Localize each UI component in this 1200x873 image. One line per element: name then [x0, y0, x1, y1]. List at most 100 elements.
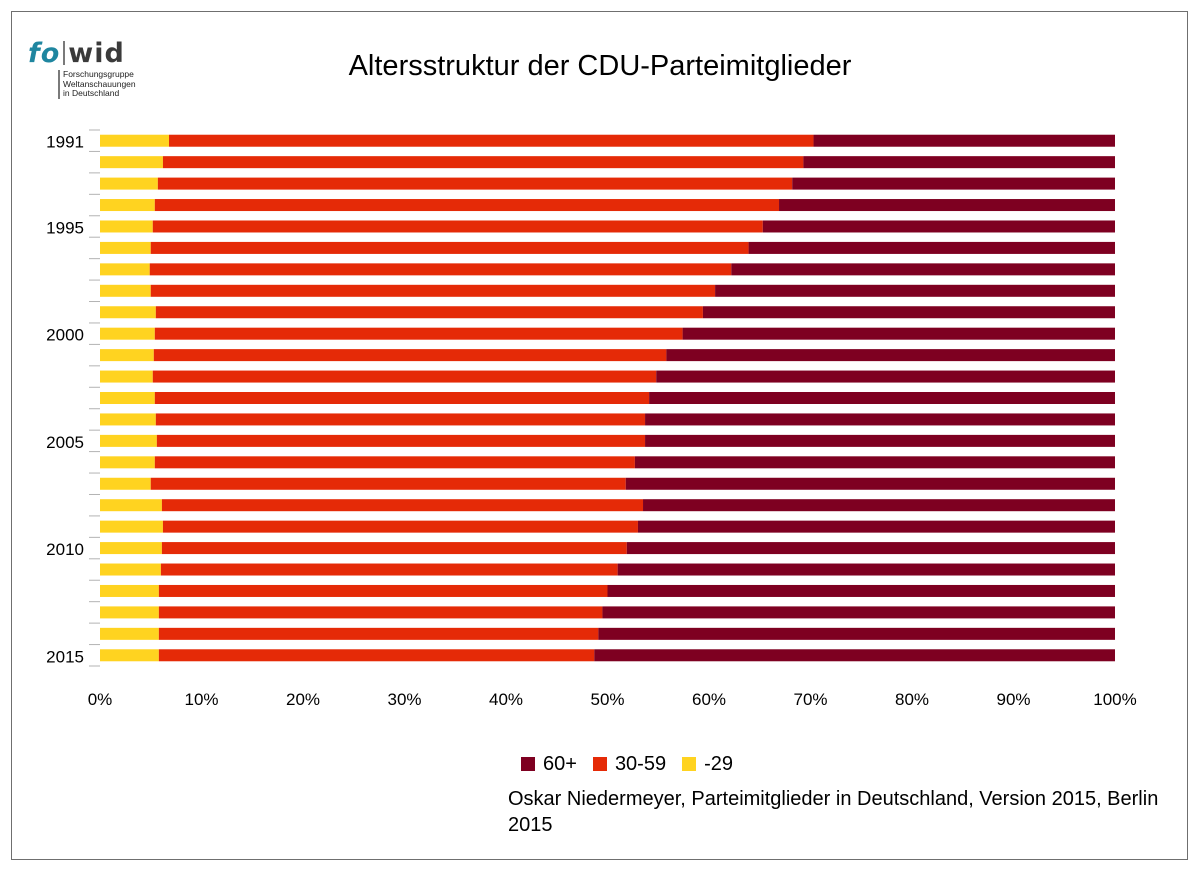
bar-segment-1993-30-59 — [157, 177, 793, 190]
logo-wid: wid — [68, 38, 125, 69]
logo-line-3: in Deutschland — [63, 88, 120, 98]
legend-swatch-30-59 — [592, 757, 607, 771]
bar-segment-2008--29 — [100, 499, 162, 512]
logo-line-2: Weltanschauungen — [63, 78, 136, 89]
y-tick-label: 2000 — [46, 326, 84, 345]
bar-segment-1991-60+ — [813, 134, 1115, 147]
bar-segment-2004-30-59 — [155, 413, 646, 426]
bar-segment-2004--29 — [100, 413, 156, 426]
bar-segment-2005-30-59 — [156, 434, 646, 447]
bar-segment-2015--29 — [100, 649, 159, 662]
bar-segment-2015-30-59 — [158, 649, 595, 662]
bar-segment-1996-60+ — [748, 241, 1115, 254]
bar-segment-2012-60+ — [607, 584, 1115, 597]
x-tick-label: 90% — [996, 690, 1030, 709]
y-tick-label: 2005 — [46, 433, 84, 452]
bar-segment-1993--29 — [100, 177, 158, 190]
bar-segment-1999--29 — [100, 306, 156, 319]
bar-segment-1997-60+ — [731, 263, 1115, 276]
bar-segment-1996--29 — [100, 241, 151, 254]
source-note: Oskar Niedermeyer, Parteimitglieder in D… — [508, 788, 1159, 836]
y-tick-label: 2010 — [46, 540, 84, 559]
bar-segment-1998--29 — [100, 284, 151, 297]
bar-segment-2005--29 — [100, 434, 157, 447]
bar-segment-1996-30-59 — [150, 241, 749, 254]
bar-segment-1992-60+ — [803, 156, 1115, 169]
bar-segment-1991--29 — [100, 134, 170, 147]
legend-label-60plus: 60+ — [543, 752, 577, 775]
x-tick-label: 40% — [489, 690, 523, 709]
logo-separator — [63, 41, 66, 65]
x-tick-label: 0% — [88, 690, 113, 709]
legend-label-under-29: -29 — [704, 752, 733, 775]
bar-segment-2000-60+ — [682, 327, 1115, 340]
bar-segment-1992-30-59 — [162, 156, 804, 169]
legend-item-60plus: 60+ — [521, 753, 577, 776]
bar-segment-1997--29 — [100, 263, 150, 276]
x-tick-label: 10% — [184, 690, 218, 709]
chart-legend: 60+ 30-59 -29 — [521, 752, 749, 776]
bar-segment-2006-60+ — [634, 456, 1115, 469]
bar-segment-2011-30-59 — [160, 563, 618, 576]
bar-segment-2007-30-59 — [150, 477, 626, 490]
bar-segment-1994-30-59 — [154, 199, 780, 212]
bar-segment-1998-60+ — [715, 284, 1115, 297]
bar-segment-2007--29 — [100, 477, 151, 490]
bar-segment-2011--29 — [100, 563, 161, 576]
legend-item-under-29: -29 — [682, 753, 733, 776]
bar-segment-2013-60+ — [602, 606, 1115, 619]
bar-segment-2006-30-59 — [154, 456, 635, 469]
legend-swatch-60plus — [521, 757, 535, 771]
bar-segment-2003--29 — [100, 392, 155, 404]
y-tick-label: 1995 — [46, 219, 84, 238]
bar-segment-2002-60+ — [656, 370, 1115, 383]
bar-segment-1992--29 — [100, 156, 163, 169]
legend-label-30-59: 30-59 — [614, 752, 667, 775]
fowid-logo: fo wid Forschungsgruppe Weltanschauungen … — [28, 40, 158, 110]
legend-item-30-59: 30-59 — [592, 752, 667, 776]
bar-segment-1995-60+ — [762, 220, 1115, 233]
bar-segment-2010--29 — [100, 542, 162, 555]
bar-segment-1999-60+ — [702, 306, 1115, 319]
bar-segment-2009-30-59 — [162, 520, 638, 533]
bar-segment-2009--29 — [100, 520, 163, 533]
bar-segment-1995--29 — [100, 220, 153, 233]
bar-segment-2011-60+ — [617, 563, 1115, 576]
bar-segment-1994--29 — [100, 199, 155, 212]
logo-fo: fo — [28, 38, 61, 69]
bar-segment-2005-60+ — [645, 434, 1115, 447]
bar-segment-2007-60+ — [625, 477, 1115, 490]
bar-segment-1991-30-59 — [169, 134, 814, 147]
bar-segment-2008-60+ — [643, 499, 1115, 512]
bar-segment-2001-30-59 — [153, 349, 667, 362]
x-tick-label: 30% — [387, 690, 421, 709]
bar-segment-2003-60+ — [649, 392, 1115, 404]
logo-line-1: Forschungsgruppe — [63, 69, 134, 79]
bar-segment-2002--29 — [100, 370, 153, 383]
bar-segment-2001--29 — [100, 349, 154, 362]
bar-segment-2010-30-59 — [161, 542, 627, 555]
bar-segment-2009-60+ — [637, 520, 1115, 533]
chart-title: Altersstruktur der CDU-Parteimitglieder — [348, 50, 852, 82]
bar-segment-2012--29 — [100, 584, 159, 597]
bar-segment-2012-30-59 — [158, 584, 608, 597]
bar-segment-2001-60+ — [666, 349, 1115, 362]
bar-segment-2008-30-59 — [161, 499, 644, 512]
bar-segment-2014-60+ — [598, 627, 1115, 640]
bar-segment-2000--29 — [100, 327, 155, 340]
bar-segment-2006--29 — [100, 456, 155, 469]
bar-segment-1994-60+ — [779, 199, 1115, 212]
bar-segment-2013-30-59 — [158, 606, 603, 619]
bar-segment-2003-30-59 — [154, 392, 650, 404]
x-tick-label: 20% — [286, 690, 320, 709]
bar-segment-2014-30-59 — [158, 627, 599, 640]
bar-segment-2004-60+ — [645, 413, 1115, 426]
bar-segment-2010-60+ — [626, 542, 1115, 555]
x-tick-label: 60% — [692, 690, 726, 709]
bar-segment-2000-30-59 — [154, 327, 683, 340]
bar-segment-2002-30-59 — [152, 370, 657, 383]
bar-segment-2015-60+ — [594, 649, 1115, 662]
x-tick-label: 100% — [1093, 690, 1136, 709]
legend-swatch-under-29 — [682, 757, 697, 771]
